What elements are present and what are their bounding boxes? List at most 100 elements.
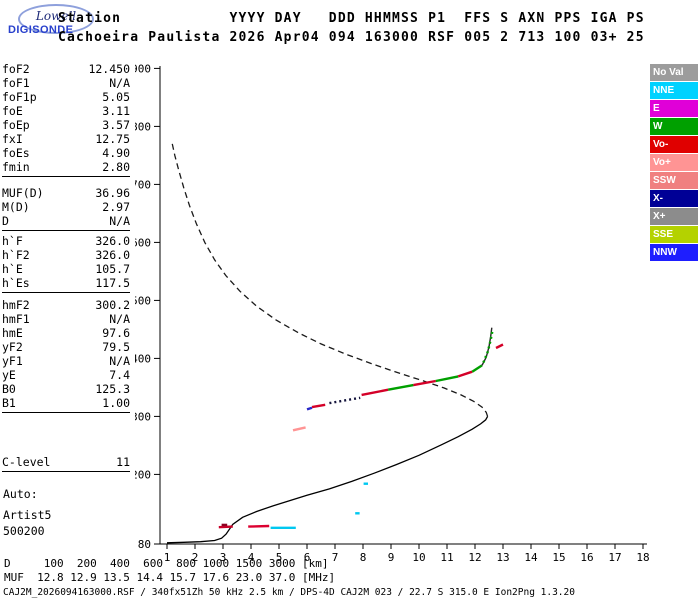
echo-segment-f-trace-red-1 <box>311 403 326 409</box>
parameter-row-hes: h`Es 117.5 <box>2 276 130 290</box>
legend-item-ssw: SSW <box>650 172 698 189</box>
parameter-label: h`F <box>2 234 23 248</box>
parameter-value: 7.4 <box>109 368 130 382</box>
ionogram-plot: 9008007006005004003002008012345678910111… <box>135 62 650 564</box>
parameter-label: foE <box>2 104 23 118</box>
parameter-label: D <box>2 214 9 228</box>
parameter-label: B1 <box>2 396 16 410</box>
parameter-value: 12.450 <box>88 62 130 76</box>
parameter-label: h`Es <box>2 276 30 290</box>
echo-segment-f-trace-green-2 <box>435 375 459 383</box>
parameter-row-foep: foEp 3.57 <box>2 118 130 132</box>
parameter-label: h`E <box>2 262 23 276</box>
parameter-row-fof2: foF2 12.450 <box>2 62 130 76</box>
echo-segment-f-trace-xminus-tick <box>306 406 313 411</box>
x-tick-label: 18 <box>636 551 649 564</box>
parameter-row-clevel: C-level 11 <box>2 455 130 469</box>
x-tick-label: 8 <box>360 551 367 564</box>
parameter-label: hmF2 <box>2 298 30 312</box>
parameter-group: foF2 12.450 foF1 N/A foF1p 5.05 foE 3.11 foEp 3.5… <box>2 62 130 177</box>
x-tick-label: 15 <box>552 551 565 564</box>
parameter-value: 1.00 <box>102 396 130 410</box>
parameter-row-md: M(D) 2.97 <box>2 200 130 214</box>
legend-item-e: E <box>650 100 698 117</box>
parameter-label: foEs <box>2 146 30 160</box>
parameter-row-yf1: yF1 N/A <box>2 354 130 368</box>
legend-item-vo+: Vo+ <box>650 154 698 171</box>
parameter-label: MUF(D) <box>2 186 44 200</box>
x-tick-label: 13 <box>496 551 509 564</box>
parameter-label: M(D) <box>2 200 30 214</box>
parameter-row-mufd: MUF(D) 36.96 <box>2 186 130 200</box>
echo-segment-es-trace-red-b <box>248 524 270 528</box>
parameter-row-hmf1: hmF1 N/A <box>2 312 130 326</box>
parameter-value: 5.05 <box>102 90 130 104</box>
legend-item-nnw: NNW <box>650 244 698 261</box>
y-tick-label: 900 <box>135 62 151 75</box>
parameter-group: MUF(D) 36.96 M(D) 2.97 D N/A <box>2 186 130 231</box>
parameter-group: hmF2 300.2 hmF1 N/A hmE 97.6 yF2 79.5 yF1 N/A yE 7.… <box>2 298 130 413</box>
x-tick-label: 17 <box>608 551 621 564</box>
autoscaling-info-line: Auto: <box>3 487 38 501</box>
header-column-labels: Station YYYY DAY DDD HHMMSS P1 FFS S AXN… <box>58 11 645 26</box>
x-tick-label: 12 <box>468 551 481 564</box>
parameter-label: hmE <box>2 326 23 340</box>
parameter-value: 3.11 <box>102 104 130 118</box>
parameter-row-yf2: yF2 79.5 <box>2 340 130 354</box>
x-tick-label: 14 <box>524 551 538 564</box>
parameter-value: 97.6 <box>102 326 130 340</box>
y-tick-label: 800 <box>135 120 151 133</box>
parameter-value: N/A <box>109 76 130 90</box>
parameter-value: 2.80 <box>102 160 130 174</box>
true-height-profile-curve <box>166 416 489 544</box>
parameter-value: 125.3 <box>95 382 130 396</box>
logo-oval: Lowell <box>18 4 94 34</box>
echo-segment-f-trace-red-4 <box>457 370 473 378</box>
legend-item-nne: NNE <box>650 82 698 99</box>
y-tick-label: 400 <box>135 352 151 365</box>
x-tick-label: 3 <box>220 551 227 564</box>
y-tick-label: 300 <box>135 410 151 423</box>
y-tick-label: 700 <box>135 178 151 191</box>
legend-item-sse: SSE <box>650 226 698 243</box>
parameter-value: 2.97 <box>102 200 130 214</box>
parameter-value: 12.75 <box>95 132 130 146</box>
echo-segment-es-trace-red-a <box>218 525 233 529</box>
autoscaling-info-line: Artist5 <box>3 508 52 522</box>
parameter-label: yE <box>2 368 16 382</box>
parameter-row-hmf2: hmF2 300.2 <box>2 298 130 312</box>
header-station-and-values: Cachoeira Paulista 2026 Apr04 094 163000… <box>58 30 645 45</box>
parameter-value: N/A <box>109 214 130 228</box>
distance-table-row: D 100 200 400 600 800 1000 1500 3000 [km… <box>4 557 329 570</box>
plot-axes <box>159 66 647 545</box>
echo-segment-f-trace-voplus-start <box>292 426 306 432</box>
parameter-group: h`F 326.0 h`F2 326.0 h`E 105.7 h`Es 117.5 <box>2 234 130 293</box>
parameter-label: yF2 <box>2 340 23 354</box>
x-tick-label: 10 <box>412 551 425 564</box>
x-tick-label: 11 <box>440 551 453 564</box>
echo-segment-f-trace-dark-dots <box>329 396 361 405</box>
parameter-label: h`F2 <box>2 248 30 262</box>
parameter-row-fmin: fmin 2.80 <box>2 160 130 174</box>
lowell-digisonde-logo: Lowell DIGISONDE <box>6 3 110 47</box>
echo-segment-f-cusp-green-dots <box>482 330 494 363</box>
x-tick-label: 5 <box>276 551 283 564</box>
parameter-value: 3.57 <box>102 118 130 132</box>
autoscaling-info-line: 500200 <box>3 524 45 538</box>
y-tick-label: 500 <box>135 294 151 307</box>
parameter-value: 4.90 <box>102 146 130 160</box>
parameter-row-d: D N/A <box>2 214 130 228</box>
parameter-label: yF1 <box>2 354 23 368</box>
parameter-group: C-level 11 <box>2 455 130 472</box>
parameter-row-fof1p: foF1p 5.05 <box>2 90 130 104</box>
parameter-label: foF2 <box>2 62 30 76</box>
parameter-value: N/A <box>109 354 130 368</box>
parameter-value: 11 <box>116 455 130 469</box>
x-tick-label: 7 <box>332 551 339 564</box>
legend-item-w: W <box>650 118 698 135</box>
parameter-value: 326.0 <box>95 248 130 262</box>
parameter-row-b1: B1 1.00 <box>2 396 130 410</box>
parameter-label: foF1 <box>2 76 30 90</box>
parameter-row-he: h`E 105.7 <box>2 262 130 276</box>
parameter-label: foF1p <box>2 90 37 104</box>
